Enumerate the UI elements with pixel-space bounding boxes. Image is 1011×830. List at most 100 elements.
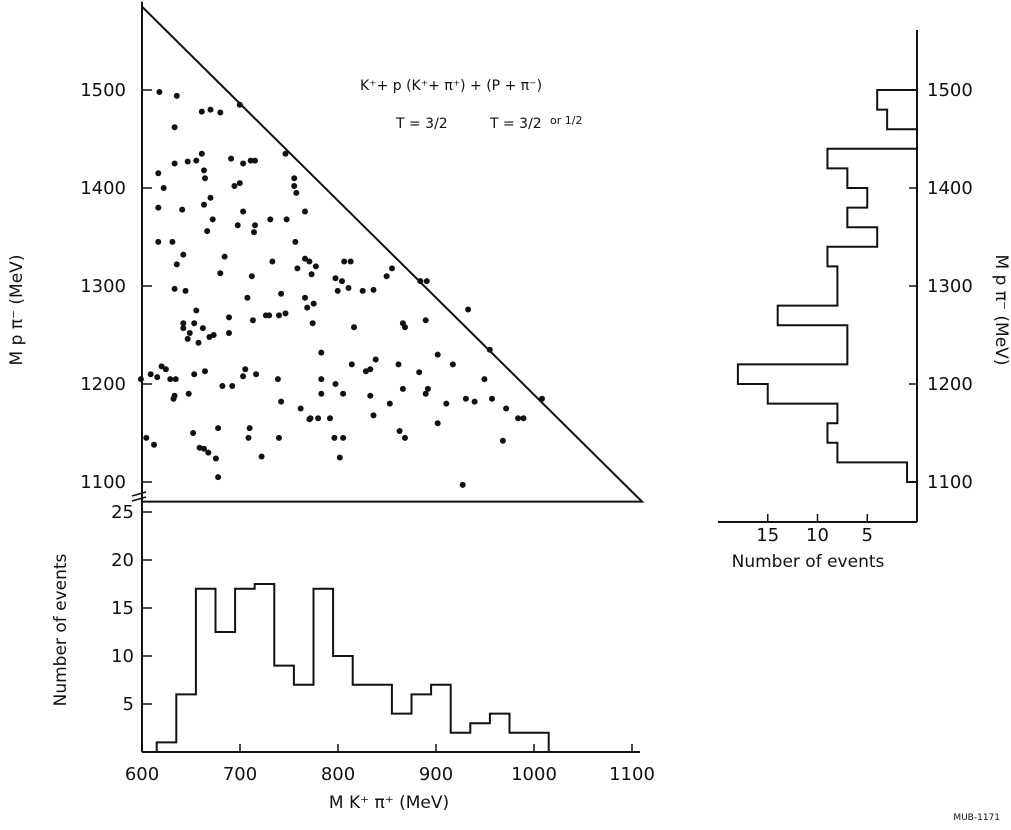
scatter-point-9 [193, 157, 200, 164]
bottom-y-tick-label-25: 25 [111, 502, 134, 523]
scatter-point-56 [339, 278, 345, 285]
side-histogram-steps [736, 89, 918, 502]
scatter-point-5 [217, 109, 224, 116]
scatter-point-78 [180, 320, 187, 327]
scatter-point-55 [383, 273, 390, 280]
scatter-point-40 [292, 238, 299, 245]
scatter-point-21 [160, 185, 167, 191]
side-x-tick-label-10: 10 [806, 525, 829, 546]
scatter-point-145 [515, 415, 522, 422]
scatter-point-166 [215, 474, 222, 481]
scatter-point-46 [312, 263, 319, 270]
scatter-point-106 [395, 361, 402, 368]
side-y-tick-label-1400: 1400 [927, 178, 973, 199]
scatter-point-156 [276, 434, 282, 441]
scatter-point-139 [503, 405, 510, 412]
scatter-point-49 [173, 261, 180, 268]
scatter-point-104 [253, 371, 260, 378]
scatter-point-20 [291, 183, 298, 189]
scatter-point-0 [156, 89, 163, 95]
scatter-point-57 [332, 275, 339, 282]
scatter-point-149 [246, 425, 253, 432]
scatter-annotation-t2: T = 3/2 [489, 116, 542, 132]
scatter-point-84 [199, 325, 206, 332]
scatter-point-79 [191, 320, 198, 327]
scatter-point-144 [327, 415, 333, 422]
scatter-point-12 [252, 157, 258, 164]
scatter-point-157 [402, 434, 408, 441]
scatter-point-108 [348, 361, 355, 368]
scatter-point-68 [310, 300, 317, 307]
scatter-point-112 [154, 374, 161, 381]
scatter-point-93 [195, 339, 202, 346]
scatter-point-124 [185, 390, 192, 397]
scatter-point-131 [462, 395, 469, 402]
scatter-point-22 [231, 183, 238, 189]
scatter-point-1 [173, 92, 180, 99]
bottom-x-tick-label-600: 600 [125, 764, 159, 785]
scatter-y-tick-label-1100: 1100 [80, 472, 126, 493]
scatter-point-34 [234, 222, 241, 229]
figure-credit: MUB-1171 [953, 813, 1000, 823]
scatter-point-136 [278, 398, 285, 405]
scatter-point-18 [202, 175, 208, 182]
scatter-point-117 [416, 369, 423, 376]
side-x-ticks: 15 10 5 [756, 514, 873, 546]
bottom-x-tick-label-700: 700 [223, 764, 257, 785]
bottom-y-label: Number of events [51, 553, 71, 706]
scatter-point-17 [155, 170, 162, 177]
scatter-point-94 [434, 351, 441, 358]
scatter-point-47 [341, 258, 348, 265]
scatter-point-24 [293, 189, 300, 196]
scatter-point-6 [171, 124, 178, 131]
scatter-point-95 [318, 349, 325, 356]
scatter-point-45 [306, 258, 313, 265]
scatter-point-39 [169, 238, 176, 245]
scatter-point-27 [155, 204, 162, 211]
bottom-x-label: M K⁺ π⁺ (MeV) [329, 793, 449, 813]
scatter-point-25 [207, 194, 214, 201]
side-y-tick-label-1300: 1300 [927, 276, 973, 297]
scatter-point-11 [247, 157, 254, 164]
bottom-y-ticks: 5 10 15 20 25 [111, 502, 152, 715]
scatter-point-155 [340, 434, 347, 441]
scatter-point-142 [370, 412, 377, 419]
scatter-point-16 [201, 167, 207, 174]
scatter-point-32 [209, 216, 216, 223]
bottom-histogram: 5 10 15 20 25 600 700 800 900 1000 1100 Number of… [51, 500, 655, 813]
scatter-point-162 [205, 449, 212, 456]
scatter-point-54 [308, 271, 315, 278]
side-y-label: M p π⁻ (MeV) [991, 255, 1011, 366]
scatter-point-120 [219, 383, 226, 389]
scatter-point-121 [481, 376, 488, 383]
side-y-tick-label-1200: 1200 [927, 374, 973, 395]
scatter-point-91 [226, 330, 232, 336]
side-y-tick-label-1500: 1500 [927, 80, 973, 101]
scatter-point-123 [170, 395, 177, 402]
scatter-point-128 [318, 390, 325, 397]
scatter-point-118 [332, 381, 339, 387]
scatter-point-125 [424, 385, 431, 392]
scatter-annotation-reaction: K⁺+ p (K⁺+ π⁺) + (P + π⁻) [360, 78, 542, 94]
scatter-point-4 [207, 106, 214, 113]
scatter-point-86 [184, 335, 191, 342]
scatter-point-114 [240, 373, 247, 380]
scatter-point-82 [422, 317, 429, 324]
scatter-point-62 [345, 285, 352, 291]
side-x-tick-label-15: 15 [756, 525, 779, 546]
scatter-point-164 [258, 453, 265, 460]
scatter-point-53 [248, 273, 255, 280]
scatter-point-66 [278, 290, 285, 297]
scatter-point-69 [244, 294, 251, 301]
scatter-point-15 [171, 160, 178, 167]
axis-break-mark [131, 491, 147, 502]
scatter-point-28 [179, 206, 186, 213]
scatter-point-31 [267, 216, 274, 223]
scatter-annotation-t1: T = 3/2 [395, 116, 448, 132]
scatter-point-98 [162, 366, 169, 373]
scatter-point-23 [236, 180, 243, 187]
scatter-annotation-t2-alt: or 1/2 [550, 114, 582, 127]
bottom-y-tick-label-5: 5 [123, 694, 134, 715]
scatter-y-tick-label-1400: 1400 [80, 178, 126, 199]
